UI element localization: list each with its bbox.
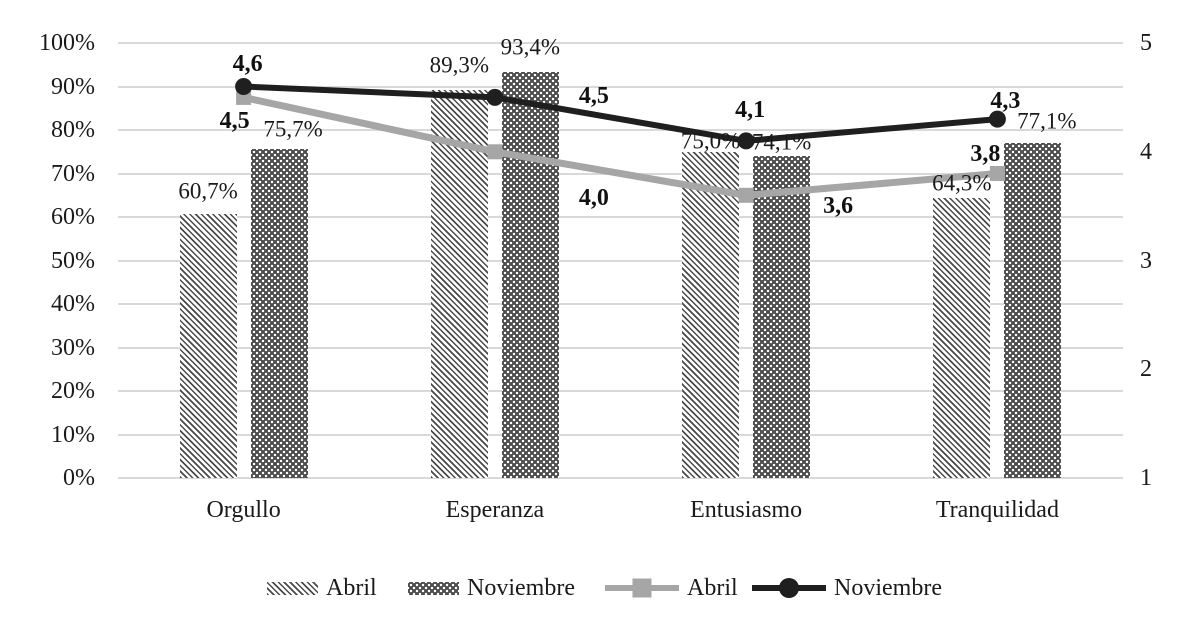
bar-data-label: 89,3%	[429, 52, 490, 77]
left-axis-tick: 20%	[51, 378, 95, 404]
category-label-tranquilidad: Tranquilidad	[935, 497, 1059, 523]
square-marker-icon	[632, 578, 652, 598]
legend-item-line-square: Abril	[605, 575, 738, 601]
line-data-label: 3,6	[823, 193, 854, 220]
black-line-circle-swatch-icon	[752, 577, 826, 599]
gridline	[118, 216, 1123, 218]
gridline	[118, 390, 1123, 392]
right-axis-tick: 2	[1140, 356, 1152, 383]
left-axis-tick: 40%	[51, 291, 95, 317]
bar-abril-orgullo	[179, 214, 237, 478]
bar-abril-tranquilidad	[933, 198, 991, 478]
right-axis-tick: 4	[1140, 138, 1152, 165]
bar-data-label: 77,1%	[1017, 108, 1077, 134]
hatched-bar-swatch-icon	[267, 581, 318, 595]
bar-data-label: 75,0%	[680, 128, 741, 154]
bar-data-label: 60,7%	[178, 178, 238, 204]
bar-noviembre-orgullo	[250, 148, 308, 478]
circle-marker-noviembre-orgullo	[235, 78, 253, 95]
category-label-esperanza: Esperanza	[445, 497, 545, 523]
line-data-label: 4,3	[990, 88, 1021, 115]
legend-label: Abril	[326, 575, 377, 601]
square-marker-abril-esperanza	[487, 144, 503, 160]
bar-noviembre-entusiasmo	[753, 155, 811, 478]
bar-data-label: 75,7%	[263, 116, 323, 142]
circle-marker-noviembre-entusiasmo	[737, 132, 755, 150]
legend-item-line-circle: Noviembre	[752, 575, 942, 601]
left-axis-tick: 10%	[51, 421, 95, 448]
left-axis-tick: 50%	[51, 247, 95, 274]
dotted-bar-swatch-icon	[408, 581, 459, 595]
legend-label: Abril	[687, 575, 738, 601]
line-data-label: 4,1	[735, 96, 766, 123]
square-marker-abril-tranquilidad	[989, 166, 1005, 181]
line-abril	[242, 93, 998, 199]
left-axis-tick: 70%	[51, 160, 95, 187]
right-axis-tick: 1	[1140, 465, 1152, 491]
gray-line-square-swatch-icon	[605, 577, 679, 599]
category-label-entusiasmo: Entusiasmo	[690, 497, 803, 523]
line-data-label: 4,5	[578, 83, 609, 110]
legend-label: Noviembre	[834, 575, 942, 601]
gridline	[118, 129, 1123, 131]
square-marker-abril-entusiasmo	[738, 187, 754, 203]
bar-abril-esperanza	[430, 89, 488, 478]
bar-noviembre-tranquilidad	[1004, 142, 1062, 478]
gridline	[118, 303, 1123, 305]
gridline	[118, 477, 1123, 479]
line-data-label: 3,8	[970, 140, 1001, 167]
gridline	[118, 259, 1123, 262]
gridline	[118, 346, 1123, 349]
right-axis-tick: 5	[1140, 30, 1152, 56]
gridline	[118, 433, 1123, 436]
legend-item-bar-dots: Noviembre	[408, 575, 575, 601]
left-axis-tick: 90%	[51, 73, 95, 100]
line-data-label: 4,6	[232, 50, 263, 77]
legend-label: Noviembre	[467, 575, 575, 601]
left-axis-tick: 0%	[63, 465, 95, 491]
right-axis-tick: 3	[1140, 247, 1152, 274]
bar-data-label: 64,3%	[932, 170, 992, 196]
line-data-label: 4,0	[578, 184, 609, 211]
left-axis-tick: 100%	[39, 30, 95, 56]
line-data-label: 4,5	[219, 108, 250, 135]
gridline	[118, 42, 1123, 44]
left-axis-tick: 30%	[51, 334, 95, 361]
bar-abril-entusiasmo	[682, 151, 740, 479]
left-axis-tick: 80%	[51, 117, 95, 143]
left-axis-tick: 60%	[51, 204, 95, 230]
bar-data-label: 93,4%	[500, 34, 561, 60]
gridline	[118, 85, 1123, 88]
circle-marker-noviembre-esperanza	[486, 88, 504, 106]
legend-item-bar-hatch: Abril	[267, 575, 377, 601]
line-noviembre	[243, 83, 998, 144]
bar-noviembre-esperanza	[501, 71, 559, 478]
category-label-orgullo: Orgullo	[206, 497, 281, 523]
bar-data-label: 74,1%	[751, 129, 812, 155]
circle-marker-noviembre-tranquilidad	[988, 110, 1006, 128]
circle-marker-icon	[779, 578, 799, 598]
